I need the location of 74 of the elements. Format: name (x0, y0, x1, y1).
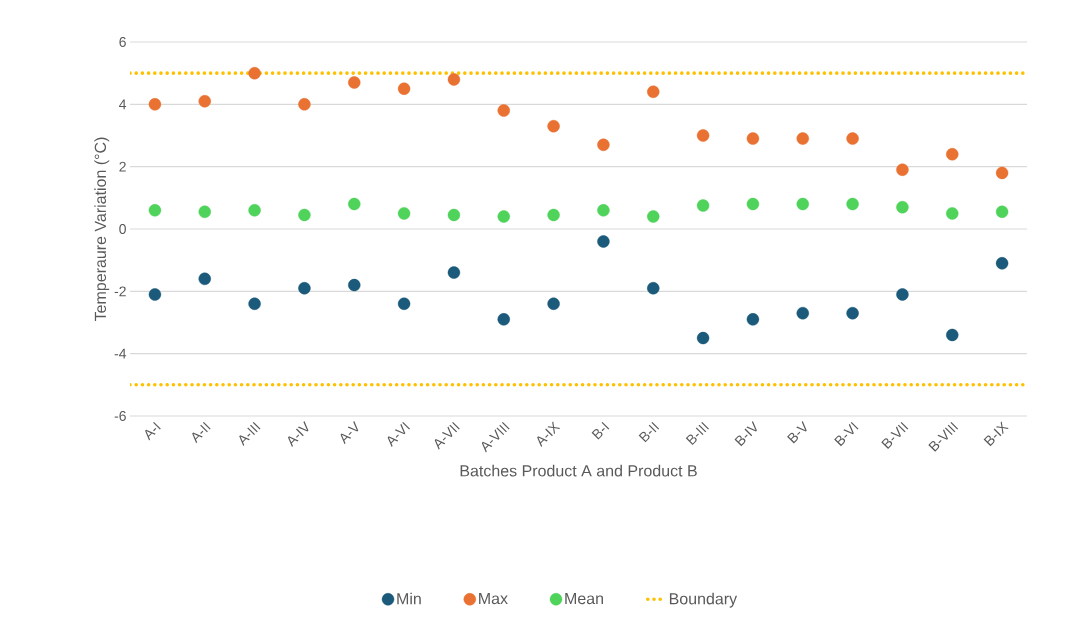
point (995, 205, 1009, 219)
point (846, 132, 859, 145)
point (647, 210, 660, 223)
point (746, 313, 760, 326)
y-tick-label: -6 (114, 411, 126, 421)
x-tick-label: B-I (591, 421, 610, 440)
point (647, 85, 660, 99)
point (447, 266, 461, 279)
point (597, 204, 610, 217)
point (995, 257, 1009, 270)
point (397, 82, 411, 95)
x-tick-label: A-II (192, 421, 211, 444)
point (796, 197, 809, 211)
point (348, 278, 361, 292)
point (846, 306, 859, 320)
point (497, 210, 510, 223)
y-tick-label: 4 (119, 99, 127, 110)
point (148, 288, 162, 301)
point (248, 66, 261, 80)
point (696, 331, 710, 345)
point (198, 205, 211, 219)
point (397, 297, 411, 310)
point (497, 104, 510, 117)
point (597, 138, 610, 152)
point (547, 297, 560, 310)
point (995, 166, 1009, 180)
point (746, 197, 760, 211)
point (846, 197, 859, 211)
point (348, 76, 361, 89)
point (796, 132, 809, 145)
point (348, 197, 361, 211)
point (497, 313, 510, 326)
point (796, 306, 809, 320)
legend-label: Boundary (669, 592, 738, 608)
point (298, 98, 311, 111)
y-axis-title: Temperaure Variation (°C) (94, 137, 110, 322)
point (198, 95, 211, 108)
point (946, 207, 959, 220)
y-tick-label: -2 (114, 286, 126, 297)
point (198, 272, 211, 286)
point (298, 282, 311, 295)
point (148, 204, 162, 217)
point (647, 282, 660, 295)
point (696, 199, 710, 212)
point (896, 200, 909, 214)
x-tick-label: B-III (685, 421, 709, 446)
x-tick-label: A-I (145, 421, 161, 441)
point (397, 207, 411, 220)
x-tick-label: B-II (638, 421, 660, 443)
x-tick-label: B-V (787, 421, 807, 444)
legend-label: Max (479, 592, 508, 605)
point (447, 208, 461, 222)
x-axis-title: Batches Product A and Product B (460, 464, 697, 477)
point (248, 297, 261, 310)
point (248, 204, 261, 217)
point (896, 163, 909, 176)
point (447, 73, 461, 86)
point (547, 208, 560, 222)
point (148, 98, 162, 111)
y-tick-label: -4 (114, 348, 127, 359)
point (547, 119, 560, 133)
point (597, 235, 610, 248)
legend-label: Min (397, 592, 421, 605)
x-tick-label: A-V (340, 421, 359, 445)
y-tick-label: 2 (119, 161, 126, 172)
point (946, 147, 959, 161)
y-tick-label: 0 (119, 224, 126, 234)
legend-label: Mean (565, 592, 603, 605)
point (696, 129, 710, 142)
point (896, 288, 909, 301)
point (298, 208, 311, 222)
y-tick-label: 6 (119, 37, 126, 47)
point (946, 328, 959, 342)
point (746, 132, 760, 145)
